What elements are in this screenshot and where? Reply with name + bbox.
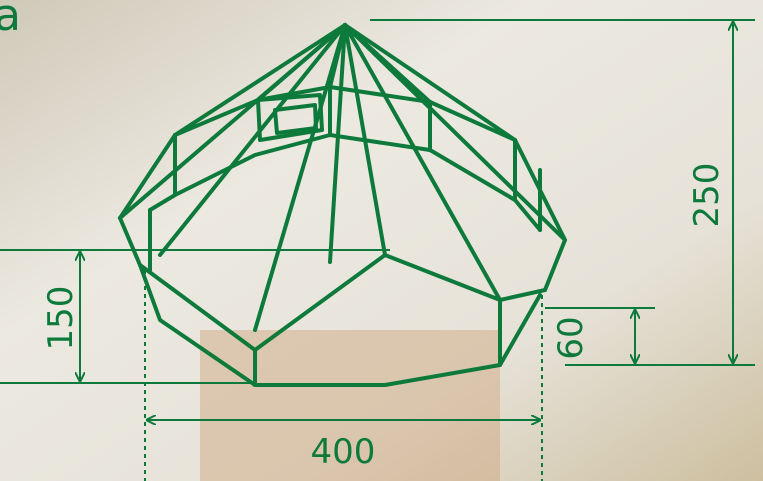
dimension-label: 250 <box>687 163 727 228</box>
dimension-lines <box>0 19 755 481</box>
tent-frame <box>118 23 567 387</box>
dimension-label: 400 <box>311 432 376 472</box>
corner-letter: a <box>0 0 21 41</box>
table <box>200 330 500 481</box>
dimension-label: 150 <box>41 286 81 351</box>
dimension-label: 60 <box>551 316 591 359</box>
